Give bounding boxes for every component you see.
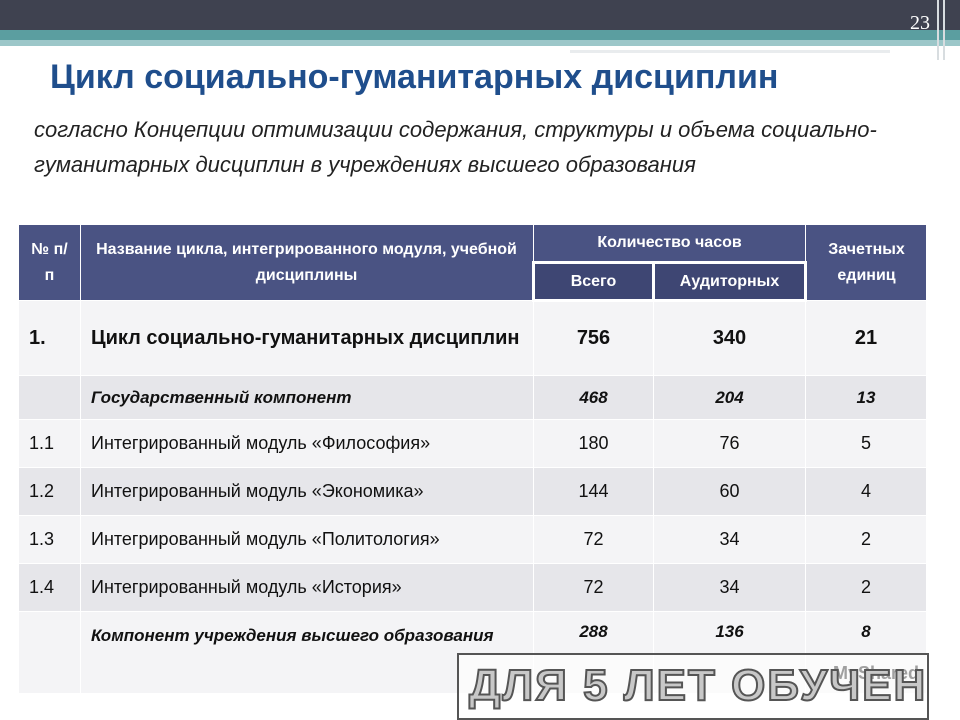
row-credits: 2 (805, 515, 928, 564)
row-total: 468 (533, 375, 654, 420)
row-num (18, 375, 81, 420)
decorative-line (943, 0, 945, 60)
row-credits: 4 (805, 467, 928, 516)
row-name: Государственный компонент (80, 375, 534, 420)
row-auditorium: 34 (652, 563, 807, 612)
header-name: Название цикла, интегрированного модуля,… (80, 224, 534, 301)
study-duration-banner: MyShared ДЛЯ 5 ЛЕТ ОБУЧЕНИЯ (457, 653, 929, 720)
row-total: 72 (533, 563, 654, 612)
table-row: 1.2 Интегрированный модуль «Экономика» 1… (18, 467, 928, 516)
row-name: Интегрированный модуль «История» (80, 563, 534, 612)
row-name: Интегрированный модуль «Политология» (80, 515, 534, 564)
disciplines-table: № п/п Название цикла, интегрированного м… (18, 224, 928, 694)
table-row: 1.1 Интегрированный модуль «Философия» 1… (18, 419, 928, 468)
header-num: № п/п (18, 224, 81, 301)
table-row: 1. Цикл социально-гуманитарных дисциплин… (18, 300, 928, 376)
decorative-line (937, 0, 939, 60)
row-credits: 13 (805, 375, 928, 420)
row-num: 1.2 (18, 467, 81, 516)
banner-text: ДЛЯ 5 ЛЕТ ОБУЧЕНИЯ (468, 660, 928, 711)
header-total: Всего (532, 261, 655, 302)
accent-stripe-light (0, 40, 960, 46)
table-row: 1.3 Интегрированный модуль «Политология»… (18, 515, 928, 564)
row-auditorium: 204 (652, 375, 807, 420)
row-total: 72 (533, 515, 654, 564)
top-bar (0, 0, 960, 30)
row-auditorium: 340 (652, 300, 807, 376)
brand-watermark: MyShared (832, 663, 919, 683)
page-number: 23 (910, 12, 930, 34)
table-row: 1.4 Интегрированный модуль «История» 72 … (18, 563, 928, 612)
row-name: Цикл социально-гуманитарных дисциплин (80, 300, 534, 376)
row-total: 144 (533, 467, 654, 516)
row-name: Интегрированный модуль «Экономика» (80, 467, 534, 516)
accent-stripe (0, 30, 960, 40)
row-credits: 5 (805, 419, 928, 468)
row-auditorium: 34 (652, 515, 807, 564)
row-num: 1.4 (18, 563, 81, 612)
slide-title: Цикл социально-гуманитарных дисциплин (50, 58, 779, 96)
row-name: Интегрированный модуль «Философия» (80, 419, 534, 468)
row-num: 1.3 (18, 515, 81, 564)
row-total: 756 (533, 300, 654, 376)
header-hours: Количество часов (532, 224, 807, 263)
header-credits: Зачетных единиц (805, 224, 928, 301)
row-auditorium: 60 (652, 467, 807, 516)
row-auditorium: 76 (652, 419, 807, 468)
table-row: Государственный компонент 468 204 13 (18, 375, 928, 420)
row-num (18, 611, 81, 694)
row-num: 1.1 (18, 419, 81, 468)
slide-subtitle: согласно Концепции оптимизации содержани… (34, 117, 877, 177)
row-num: 1. (18, 300, 81, 376)
row-credits: 2 (805, 563, 928, 612)
header-auditorium: Аудиторных (651, 261, 808, 302)
row-credits: 21 (805, 300, 928, 376)
row-total: 180 (533, 419, 654, 468)
decorative-line (570, 50, 890, 53)
